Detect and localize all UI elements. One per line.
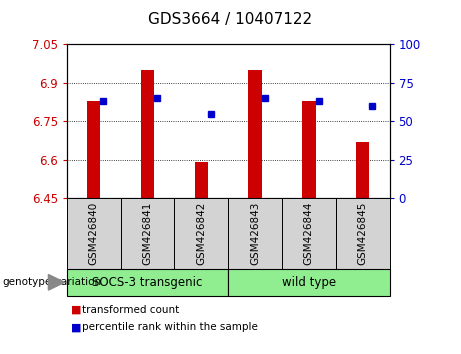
Text: GSM426843: GSM426843 [250, 202, 260, 266]
Polygon shape [48, 275, 65, 290]
Bar [195, 162, 208, 198]
Text: GSM426845: GSM426845 [358, 202, 368, 266]
Text: ■: ■ [71, 322, 82, 332]
Text: GSM426844: GSM426844 [304, 202, 314, 266]
Bar [356, 142, 369, 198]
Text: GSM426840: GSM426840 [89, 202, 99, 265]
Bar [248, 70, 262, 198]
Bar [87, 101, 100, 198]
Text: genotype/variation: genotype/variation [2, 277, 101, 287]
Text: wild type: wild type [282, 276, 336, 289]
Text: GDS3664 / 10407122: GDS3664 / 10407122 [148, 12, 313, 27]
Text: ■: ■ [71, 305, 82, 315]
Text: GSM426842: GSM426842 [196, 202, 207, 266]
Bar [302, 101, 316, 198]
Text: percentile rank within the sample: percentile rank within the sample [82, 322, 258, 332]
Text: GSM426841: GSM426841 [142, 202, 153, 266]
Text: transformed count: transformed count [82, 305, 179, 315]
Bar [141, 70, 154, 198]
Text: SOCS-3 transgenic: SOCS-3 transgenic [92, 276, 203, 289]
